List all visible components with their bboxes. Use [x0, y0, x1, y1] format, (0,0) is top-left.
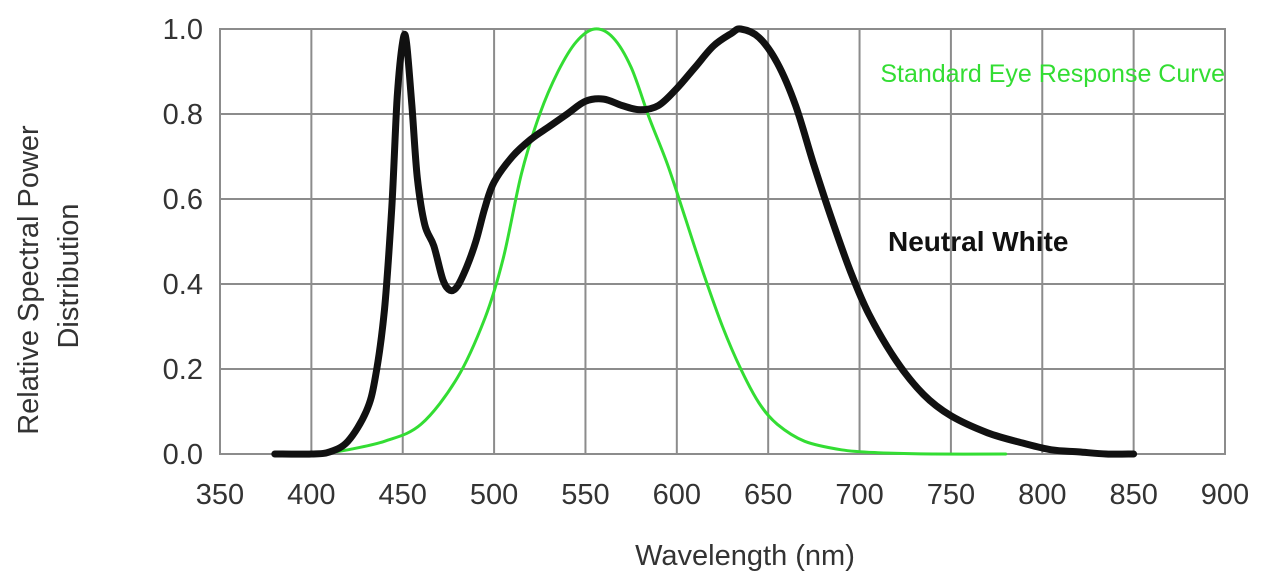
y-tick-label: 0.2 — [163, 354, 203, 386]
y-tick-label: 0.8 — [163, 99, 203, 131]
y-tick-label: 0.0 — [163, 439, 203, 471]
y-axis-title-line-2: Distribution — [53, 203, 85, 348]
x-tick-label: 350 — [196, 479, 244, 511]
series-layer — [271, 25, 1138, 458]
x-tick-label: 500 — [470, 479, 518, 511]
x-axis-title: Wavelength (nm) — [635, 540, 855, 572]
x-tick-label: 850 — [1109, 479, 1157, 511]
plot-frame — [219, 28, 1226, 455]
x-tick-label: 600 — [653, 479, 701, 511]
y-tick-label: 1.0 — [163, 14, 203, 46]
neutral-white-label: Neutral White — [888, 226, 1068, 257]
x-tick-label: 450 — [379, 479, 427, 511]
x-tick-label: 650 — [744, 479, 792, 511]
x-tick-label: 700 — [835, 479, 883, 511]
y-axis-title: Relative Spectral Power Distribution — [13, 117, 85, 435]
y-axis-title-line-1: Relative Spectral Power — [13, 125, 45, 435]
y-tick-label: 0.4 — [163, 269, 203, 301]
x-tick-label: 400 — [287, 479, 335, 511]
tick-labels: 350 400 450 500 550 600 650 700 750 800 850 900 0.0 0… — [163, 14, 1250, 511]
y-tick-label: 0.6 — [163, 184, 203, 216]
eye-response-series-line — [319, 27, 1008, 456]
x-tick-label: 900 — [1201, 479, 1249, 511]
x-tick-label: 800 — [1018, 479, 1066, 511]
eye-response-label: Standard Eye Response Curve — [880, 60, 1225, 88]
x-tick-label: 550 — [561, 479, 609, 511]
neutral-white-series-line — [271, 25, 1138, 458]
x-tick-label: 750 — [927, 479, 975, 511]
